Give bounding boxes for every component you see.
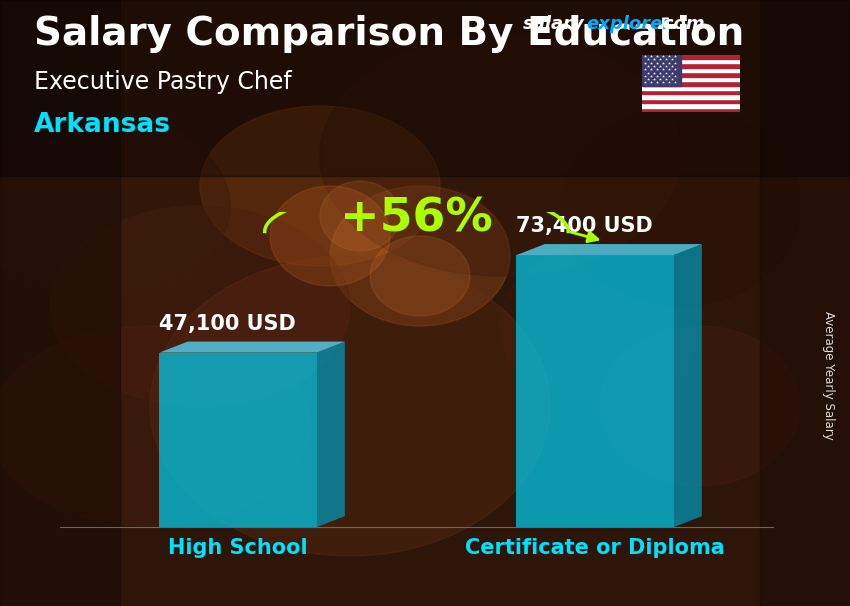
Text: 73,400 USD: 73,400 USD (517, 216, 653, 236)
Bar (642, 99, 740, 103)
Ellipse shape (320, 36, 680, 276)
Bar (642, 85, 740, 90)
Ellipse shape (50, 206, 350, 406)
Bar (0, 0, 120, 606)
Text: Average Yearly Salary: Average Yearly Salary (822, 311, 836, 440)
Text: +56%: +56% (340, 197, 493, 242)
Ellipse shape (150, 256, 550, 556)
Bar (642, 108, 740, 112)
Bar (160, 353, 316, 527)
Ellipse shape (600, 326, 800, 486)
Polygon shape (517, 244, 702, 255)
Text: Salary Comparison By Education: Salary Comparison By Education (34, 15, 745, 53)
Ellipse shape (270, 186, 390, 286)
Text: .com: .com (656, 15, 705, 33)
Bar (642, 72, 740, 77)
Bar (642, 59, 740, 64)
Polygon shape (673, 244, 702, 527)
Text: Arkansas: Arkansas (34, 112, 171, 138)
Bar (642, 77, 740, 81)
Ellipse shape (0, 326, 310, 526)
Bar (642, 68, 740, 72)
Bar (642, 95, 740, 99)
Ellipse shape (0, 116, 230, 296)
Ellipse shape (370, 236, 470, 316)
Ellipse shape (320, 181, 400, 251)
Ellipse shape (560, 106, 800, 306)
Ellipse shape (200, 106, 440, 266)
Bar (642, 64, 740, 68)
Polygon shape (316, 342, 345, 527)
Text: explorer: explorer (586, 15, 672, 33)
Ellipse shape (330, 186, 510, 326)
Bar (642, 81, 740, 85)
Text: 47,100 USD: 47,100 USD (160, 314, 296, 334)
Bar (760, 0, 850, 606)
Bar (642, 55, 740, 59)
Bar (642, 90, 740, 95)
Text: Executive Pastry Chef: Executive Pastry Chef (34, 70, 292, 94)
Bar (642, 103, 740, 108)
Polygon shape (160, 342, 345, 353)
Bar (0, 0, 850, 176)
Text: salary: salary (523, 15, 585, 33)
Bar (642, 55, 681, 85)
Bar (517, 255, 673, 527)
Ellipse shape (500, 246, 700, 406)
